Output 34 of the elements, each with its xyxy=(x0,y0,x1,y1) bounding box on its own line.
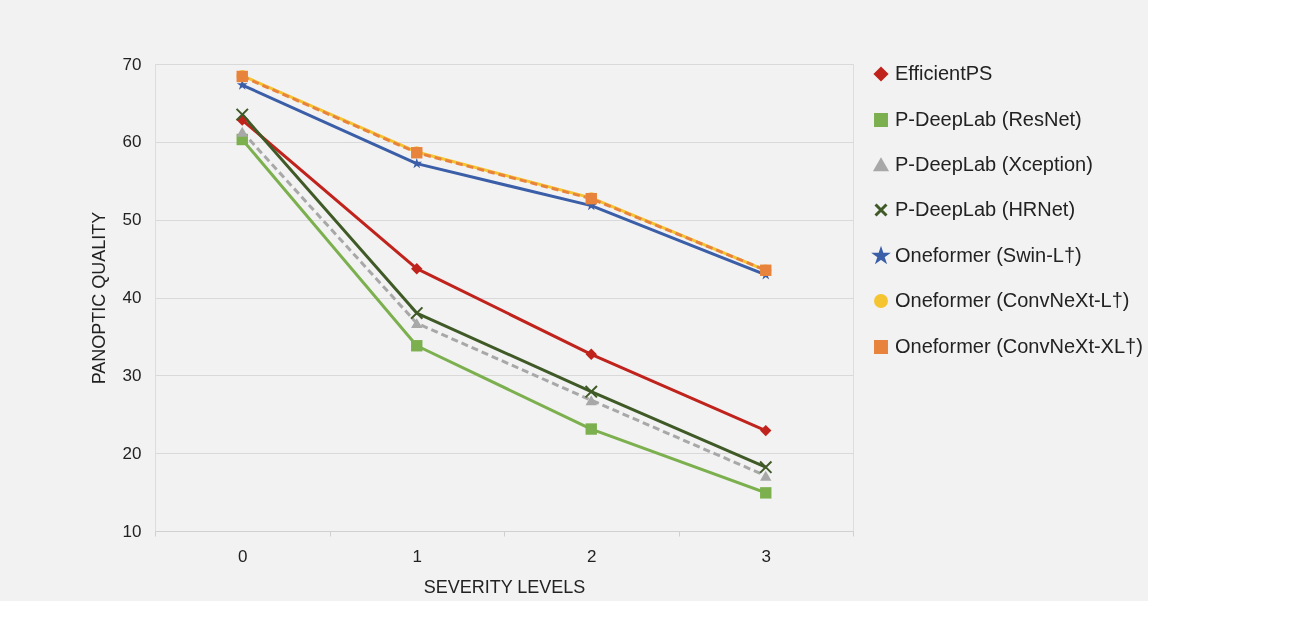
legend-label: EfficientPS xyxy=(895,62,993,84)
y-axis-title: PANOPTIC QUALITY xyxy=(88,211,109,385)
point xyxy=(759,460,773,474)
point xyxy=(760,424,772,437)
legend-label: Oneformer (Swin-L†) xyxy=(895,244,1082,266)
x-tick-label: 3 xyxy=(761,546,771,566)
y-tick-label: 10 xyxy=(122,521,142,541)
y-tick-label: 40 xyxy=(122,288,142,307)
point xyxy=(411,318,423,329)
y-tick-label: 60 xyxy=(122,132,142,152)
y-tick-label: 30 xyxy=(122,365,142,385)
x-tick-label: 0 xyxy=(238,546,248,566)
y-tick-label: 20 xyxy=(122,443,142,463)
y-tick-label: 70 xyxy=(122,54,142,74)
point xyxy=(585,348,597,361)
x-axis-title: SEVERITY LEVELS xyxy=(423,576,586,597)
point xyxy=(585,395,597,406)
legend-label: Oneformer (ConvNeXt-L†) xyxy=(895,289,1130,311)
point xyxy=(410,306,424,320)
legend-label: P-DeepLab (Xception) xyxy=(895,153,1093,175)
point xyxy=(585,423,597,435)
point xyxy=(584,384,598,399)
point xyxy=(411,340,423,352)
x-tick-label: 2 xyxy=(587,546,597,566)
point xyxy=(235,107,249,122)
point xyxy=(760,487,772,499)
x-tick-label: 1 xyxy=(412,546,422,566)
legend-label: Oneformer (ConvNeXt-XL†) xyxy=(895,335,1143,357)
point xyxy=(411,263,423,275)
legend-label: P-DeepLab (HRNet) xyxy=(895,198,1076,220)
y-tick-label: 50 xyxy=(122,210,142,230)
point xyxy=(236,126,248,137)
legend-label: P-DeepLab (ResNet) xyxy=(895,108,1082,130)
point xyxy=(760,470,772,481)
